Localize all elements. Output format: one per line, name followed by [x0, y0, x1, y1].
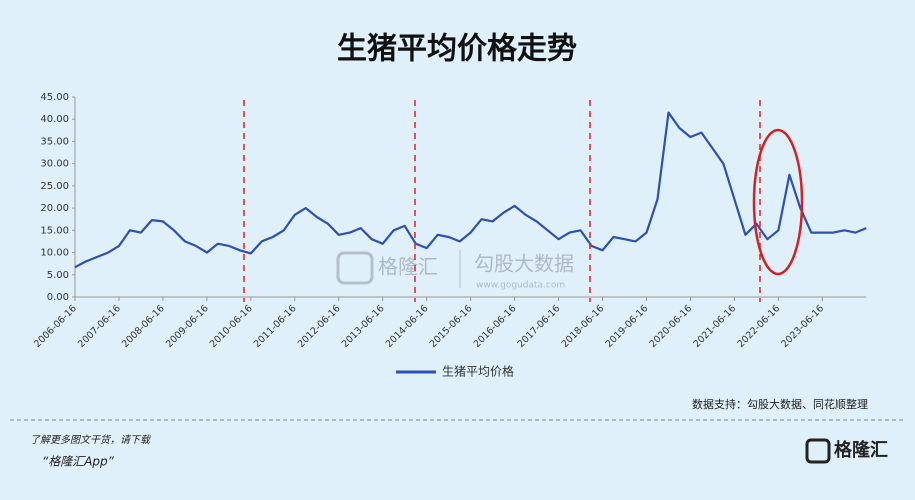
source-note: 数据支持：勾股大数据、同花顺整理: [692, 397, 868, 411]
y-tick-label: 0.00: [47, 292, 69, 303]
watermark-brand: 格隆汇: [378, 255, 438, 279]
watermark-icon: [336, 251, 374, 285]
y-tick-label: 20.00: [40, 203, 69, 214]
y-tick-label: 10.00: [40, 248, 69, 259]
watermark: 格隆汇 勾股大数据 www.gogudata.com: [336, 250, 574, 291]
y-tick-label: 15.00: [40, 225, 69, 236]
footer-logo: 格隆汇: [834, 439, 888, 461]
watermark-partner: 勾股大数据: [474, 252, 574, 276]
period-markers: [243, 100, 761, 302]
footer-line2: “格隆汇App”: [42, 455, 115, 469]
y-tick-label: 40.00: [40, 114, 69, 125]
y-tick-label: 35.00: [40, 136, 69, 147]
legend-label: 生猪平均价格: [442, 364, 514, 379]
chart-title: 生猪平均价格走势: [337, 32, 577, 67]
y-tick-label: 5.00: [47, 270, 69, 281]
series-line: [74, 111, 867, 269]
footer-line1: 了解更多图文干货，请下载: [30, 434, 152, 446]
watermark-url: www.gogudata.com: [476, 281, 565, 291]
y-tick-label: 25.00: [40, 181, 69, 192]
y-tick-label: 30.00: [40, 159, 69, 170]
y-tick-label: 45.00: [40, 92, 69, 103]
highlight-circle: [752, 128, 804, 276]
footer-logo-icon: [805, 438, 831, 464]
